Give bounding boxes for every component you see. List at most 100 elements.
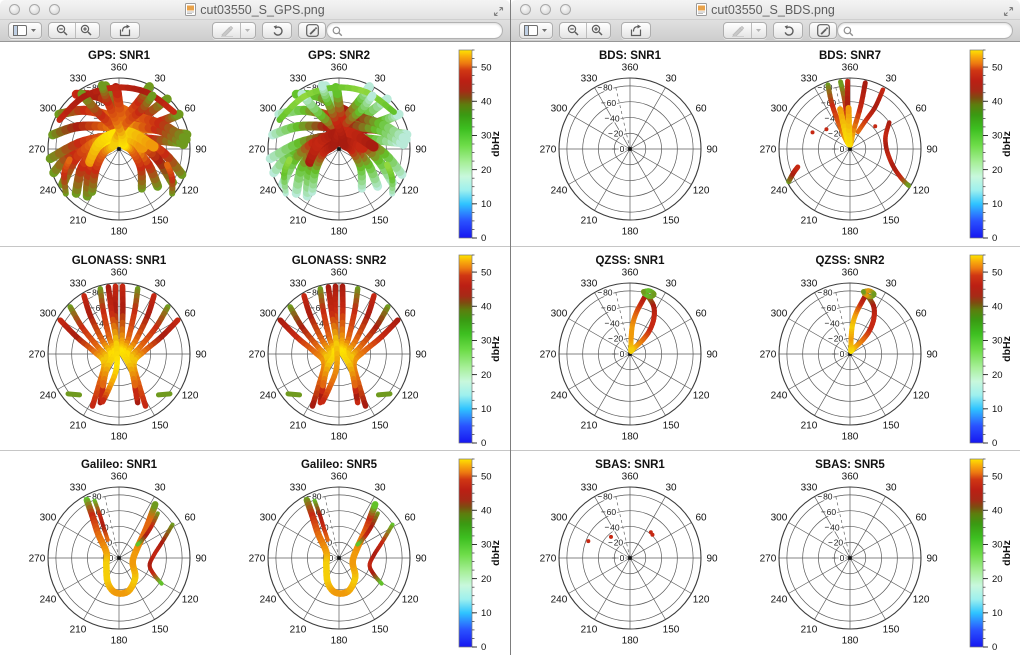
azimuth-tick-label: 360: [842, 62, 859, 73]
zoom-in-button[interactable]: [73, 23, 99, 38]
azimuth-tick-label: 60: [915, 103, 927, 114]
azimuth-tick-label: 210: [290, 421, 307, 432]
azimuth-tick-label: 120: [402, 391, 419, 402]
colorbar-label: dbHz: [490, 336, 502, 362]
azimuth-tick-label: 120: [913, 595, 930, 606]
document-icon: [696, 2, 708, 22]
azimuth-tick-label: 180: [622, 432, 639, 443]
search-input[interactable]: [345, 24, 498, 37]
close-button[interactable]: [9, 4, 20, 15]
azimuth-tick-label: 30: [885, 482, 897, 493]
window-title-text: cut03550_S_BDS.png: [711, 3, 835, 17]
elevation-tick-label: 0: [840, 144, 845, 154]
colorbar-tick-label: 10: [992, 199, 1003, 210]
azimuth-tick-label: 210: [581, 625, 598, 636]
azimuth-tick-label: 300: [40, 512, 57, 523]
azimuth-tick-label: 90: [195, 350, 207, 361]
azimuth-tick-label: 120: [693, 391, 710, 402]
azimuth-tick-label: 360: [622, 267, 639, 278]
satellite-dot: [810, 130, 815, 135]
elevation-tick-label: 20: [834, 538, 844, 548]
minimize-button[interactable]: [540, 4, 551, 15]
minimize-button[interactable]: [29, 4, 40, 15]
azimuth-tick-label: 300: [40, 308, 57, 319]
azimuth-tick-label: 120: [402, 595, 419, 606]
share-button[interactable]: [621, 22, 651, 39]
search-input[interactable]: [856, 24, 1008, 37]
fullscreen-icon[interactable]: [493, 4, 504, 22]
azimuth-tick-label: 90: [415, 350, 427, 361]
colorbar-tick-label: 40: [992, 301, 1003, 312]
markup-pen-button[interactable]: [724, 23, 751, 38]
azimuth-tick-label: 330: [581, 73, 598, 84]
plot-title: Galileo: SNR1: [81, 459, 158, 471]
colorbar-tick-label: 30: [992, 336, 1003, 347]
edit-markup-button[interactable]: [298, 22, 326, 39]
colorbar-tick-label: 0: [481, 233, 486, 244]
azimuth-tick-label: 300: [260, 512, 277, 523]
zoom-button[interactable]: [49, 4, 60, 15]
markup-pen-button[interactable]: [213, 23, 240, 38]
markup-pen-icon: [220, 25, 233, 37]
colorbar-tick-label: 20: [992, 165, 1003, 176]
markup-pen-group: [212, 22, 256, 39]
colorbar-tick-label: 30: [481, 336, 492, 347]
zoom-button[interactable]: [560, 4, 571, 15]
polar-plot-sbas-snr5: SBAS: SNR5 0 20 40 60 80 360 30 60 90 120 150 180 210…: [760, 459, 938, 647]
share-button[interactable]: [110, 22, 140, 39]
zoom-out-button[interactable]: [49, 23, 75, 38]
colorbar-tick-label: 50: [481, 471, 492, 482]
colorbar-tick-label: 50: [992, 267, 1003, 278]
azimuth-tick-label: 240: [771, 595, 788, 606]
segment-divider: [586, 23, 587, 38]
markup-pen-dropdown[interactable]: [239, 23, 255, 38]
satellite-tracks: [628, 288, 657, 354]
azimuth-tick-label: 270: [249, 145, 266, 156]
row-separator: [511, 246, 1020, 247]
satellite-tracks: [277, 283, 401, 409]
azimuth-tick-label: 270: [249, 554, 266, 565]
azimuth-tick-label: 360: [331, 62, 348, 73]
elevation-tick-label: 80: [603, 492, 613, 502]
azimuth-tick-label: 360: [111, 267, 128, 278]
azimuth-tick-label: 360: [622, 471, 639, 482]
edit-markup-button[interactable]: [809, 22, 837, 39]
azimuth-tick-label: 270: [29, 145, 46, 156]
azimuth-tick-label: 210: [581, 216, 598, 227]
search-field[interactable]: [326, 22, 503, 39]
plot-title: SBAS: SNR1: [595, 459, 665, 471]
zoom-out-button[interactable]: [560, 23, 586, 38]
titlebar[interactable]: cut03550_S_BDS.png: [511, 0, 1020, 20]
search-field[interactable]: [837, 22, 1013, 39]
fullscreen-icon[interactable]: [1003, 4, 1014, 22]
zoom-segmented-control: [559, 22, 611, 39]
figure-row: GLONASS: SNR1020406080360306090120150180…: [29, 254, 502, 449]
colorbar-tick-label: 20: [992, 574, 1003, 585]
satellite-dot: [608, 534, 613, 539]
azimuth-tick-label: 360: [331, 267, 348, 278]
azimuth-tick-label: 150: [372, 421, 389, 432]
markup-pen-dropdown[interactable]: [750, 23, 766, 38]
zoom-in-button[interactable]: [584, 23, 610, 38]
colorbar: 0 10 20 30 40 50 dbHz: [458, 49, 502, 244]
titlebar[interactable]: cut03550_S_GPS.png: [0, 0, 510, 20]
sidebar-view-button[interactable]: [8, 22, 42, 39]
row-separator: [511, 450, 1020, 451]
colorbar: 0 10 20 30 40 50 dbHz: [969, 49, 1013, 244]
azimuth-tick-label: 150: [663, 421, 680, 432]
close-button[interactable]: [520, 4, 531, 15]
rotate-left-button[interactable]: [262, 22, 292, 39]
polar-plot-qzss-snr2: QZSS: SNR2 0 20 40 60 80 360 30 60 90 120 150 180 210…: [760, 255, 938, 443]
sidebar-view-button[interactable]: [519, 22, 553, 39]
rotate-left-icon: [784, 25, 794, 36]
rotate-left-button[interactable]: [773, 22, 803, 39]
azimuth-tick-label: 30: [665, 482, 677, 493]
preview-window-bds: cut03550_S_BDS.png: [510, 0, 1020, 655]
